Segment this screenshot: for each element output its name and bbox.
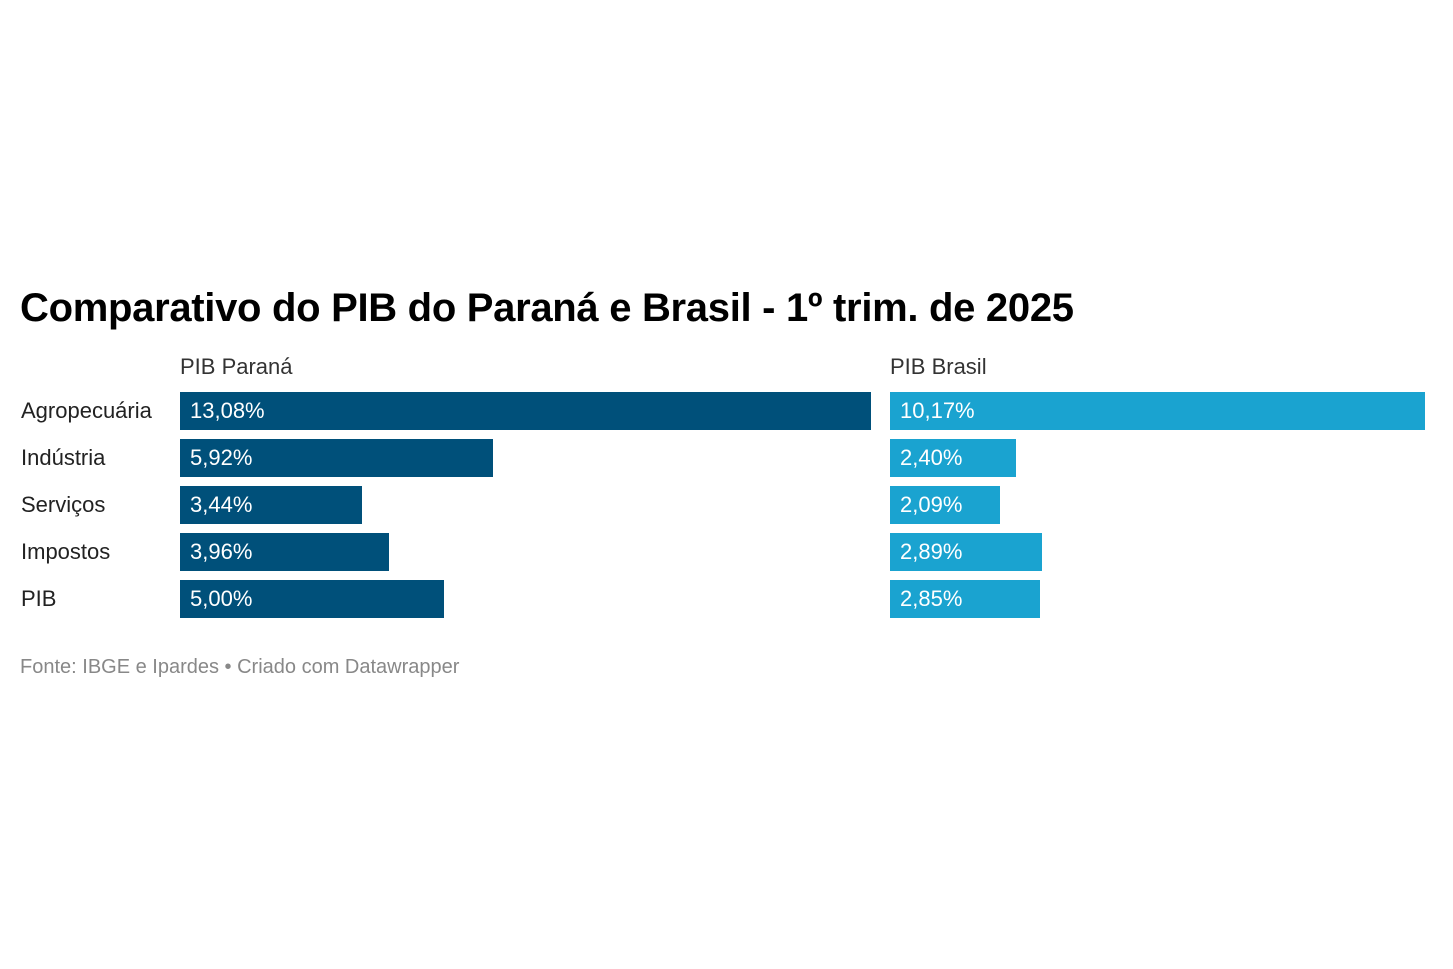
- bar-value-label-1-2: 2,09%: [900, 492, 963, 517]
- bar-value-label-1-1: 2,40%: [900, 445, 963, 470]
- bar-0-1: [180, 439, 493, 477]
- bar-0-3: [180, 533, 389, 571]
- series-header-1: PIB Brasil: [890, 354, 987, 379]
- bar-0-4: [180, 580, 444, 618]
- category-label-pib: PIB: [21, 586, 57, 611]
- bar-1-4: [890, 580, 1040, 618]
- bar-value-label-1-4: 2,85%: [900, 586, 963, 611]
- bar-0-0: [180, 392, 871, 430]
- category-label-industria: Indústria: [21, 445, 106, 470]
- bar-value-label-0-2: 3,44%: [190, 492, 253, 517]
- series-header-0: PIB Paraná: [180, 354, 293, 379]
- bar-value-label-1-0: 10,17%: [900, 398, 975, 423]
- bar-1-0: [890, 392, 1425, 430]
- category-label-servicos: Serviços: [21, 492, 106, 517]
- chart-title: Comparativo do PIB do Paraná e Brasil - …: [20, 286, 1074, 330]
- category-label-impostos: Impostos: [21, 539, 111, 564]
- bar-1-2: [890, 486, 1000, 524]
- bar-value-label-0-1: 5,92%: [190, 445, 253, 470]
- bar-1-1: [890, 439, 1016, 477]
- bar-value-label-0-0: 13,08%: [190, 398, 265, 423]
- bar-value-label-0-4: 5,00%: [190, 586, 253, 611]
- bar-1-3: [890, 533, 1042, 571]
- bar-value-label-0-3: 3,96%: [190, 539, 253, 564]
- chart-source: Fonte: IBGE e Ipardes • Criado com Dataw…: [20, 656, 460, 678]
- bar-0-2: [180, 486, 362, 524]
- category-label-agropecuaria: Agropecuária: [21, 398, 152, 423]
- bar-value-label-1-3: 2,89%: [900, 539, 963, 564]
